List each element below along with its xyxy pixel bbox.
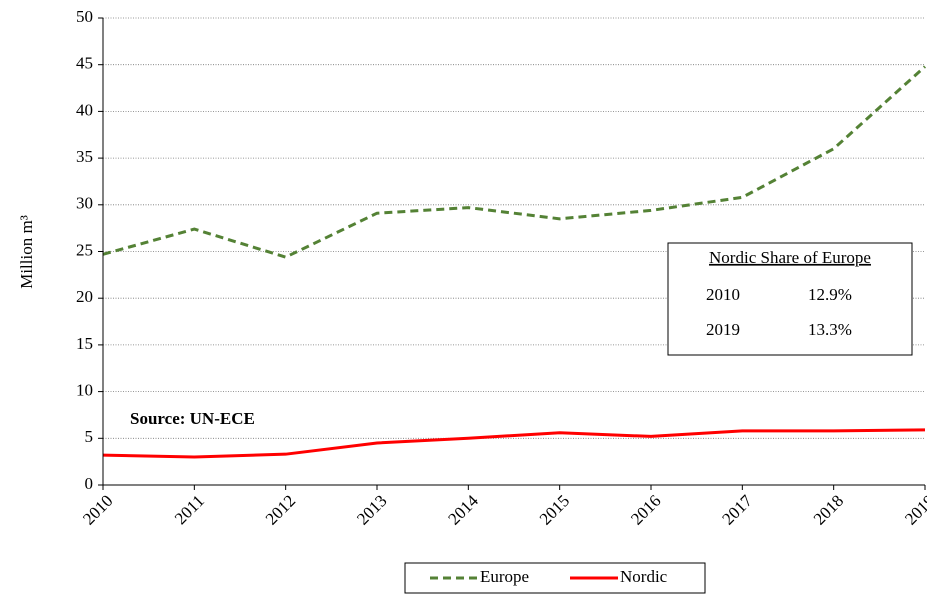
inset-box: [667, 242, 913, 356]
y-tick-label: 15: [76, 334, 93, 353]
y-tick-label: 35: [76, 147, 93, 166]
y-tick-label: 30: [76, 194, 93, 213]
legend-label: Europe: [480, 567, 529, 586]
x-tick-label: 2011: [171, 491, 208, 528]
legend-label: Nordic: [620, 567, 668, 586]
inset-cell: 2019: [706, 320, 740, 339]
x-tick-label: 2019: [901, 491, 927, 528]
x-tick-label: 2015: [536, 491, 573, 528]
x-tick-label: 2010: [79, 491, 116, 528]
x-tick-label: 2014: [444, 491, 482, 529]
inset-cell: 13.3%: [808, 320, 852, 339]
y-tick-label: 20: [76, 287, 93, 306]
y-axis-label: Million m³: [17, 215, 36, 289]
x-tick-label: 2016: [627, 491, 664, 528]
y-tick-label: 5: [85, 427, 94, 446]
x-tick-label: 2013: [353, 491, 390, 528]
annotation: Source: UN-ECE: [130, 409, 255, 428]
inset-title: Nordic Share of Europe: [709, 248, 871, 267]
legend: [404, 562, 706, 594]
y-tick-label: 0: [85, 474, 94, 493]
series-line: [102, 65, 927, 259]
x-tick-label: 2018: [810, 491, 847, 528]
series-line: [102, 428, 926, 459]
inset-cell: 12.9%: [808, 285, 852, 304]
x-tick-label: 2012: [262, 491, 299, 528]
y-tick-label: 10: [76, 381, 93, 400]
y-tick-label: 45: [76, 54, 93, 73]
inset-cell: 2010: [706, 285, 740, 304]
y-tick-label: 25: [76, 240, 93, 259]
y-tick-label: 50: [76, 7, 93, 26]
x-tick-label: 2017: [718, 491, 756, 529]
y-tick-label: 40: [76, 100, 93, 119]
